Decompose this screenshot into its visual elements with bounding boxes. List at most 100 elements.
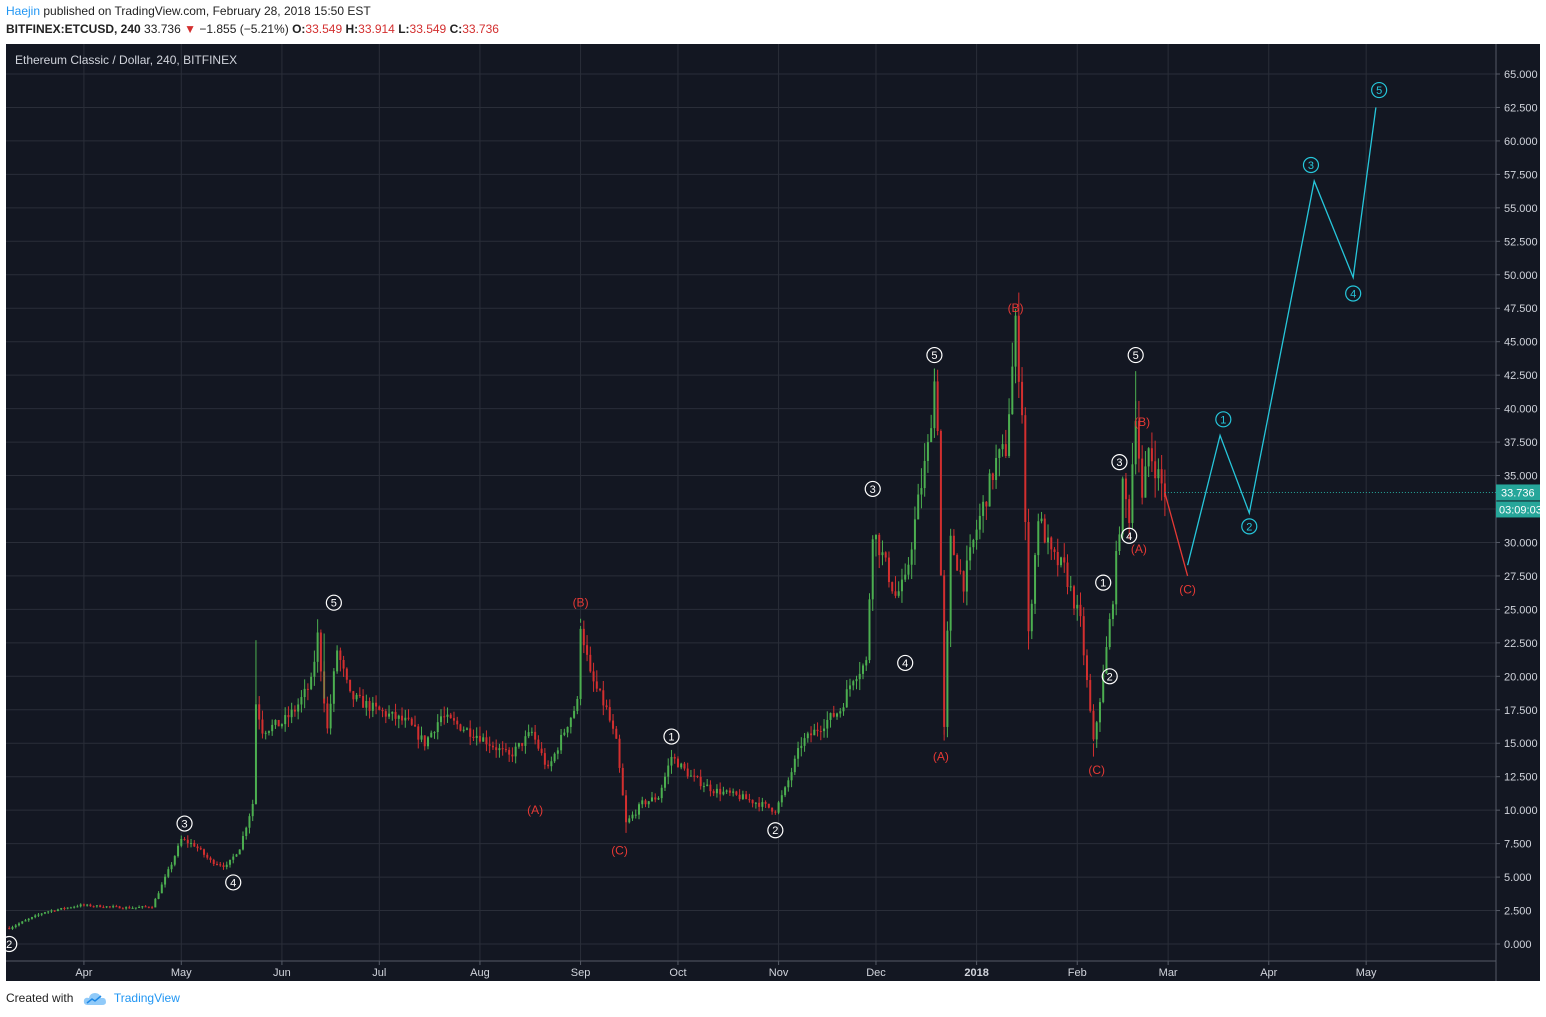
price-tick-label: 52.500	[1504, 236, 1538, 248]
candle-body	[332, 671, 335, 704]
candle-body	[339, 650, 342, 660]
candle-body	[154, 898, 157, 908]
candle-body	[806, 733, 809, 739]
candle-body	[465, 728, 468, 730]
wave-label-impulse: 4	[1350, 289, 1356, 301]
candle-body	[388, 713, 391, 717]
tradingview-link[interactable]: TradingView	[113, 991, 180, 1005]
candle-body	[1021, 381, 1024, 416]
time-tick-label: Oct	[669, 967, 686, 979]
candle-body	[27, 918, 30, 921]
candle-body	[300, 697, 303, 705]
candle-body	[397, 715, 400, 719]
chart-area[interactable]: 2 3 4 5 (A) (B) (C) 1 2 3 4 5 (A) (B) (C) 1 2 3 4 5 (B) (A) (C…	[6, 44, 1540, 981]
wave-label-circle	[176, 815, 193, 832]
candle-body	[491, 745, 494, 748]
candle-body	[469, 728, 472, 737]
candle-body	[238, 849, 241, 855]
candle-body	[826, 719, 829, 729]
candle-body	[17, 923, 20, 926]
candle-body	[495, 747, 498, 751]
candle-body	[34, 915, 37, 918]
candle-body	[40, 913, 43, 915]
candle-body	[180, 838, 183, 846]
candle-body	[647, 801, 650, 805]
price-tick-label: 40.000	[1504, 404, 1538, 416]
candle-body	[63, 908, 66, 910]
candle-body	[423, 735, 426, 747]
candle-body	[803, 738, 806, 746]
candle-body	[517, 743, 520, 747]
candle-body	[524, 736, 527, 746]
price-tick-label: 37.500	[1504, 437, 1538, 449]
candle-body	[216, 864, 219, 866]
price-tick-label: 2.500	[1504, 906, 1532, 918]
candle-body	[131, 907, 134, 909]
author-link[interactable]: Haejin	[6, 4, 41, 18]
candle-body	[319, 632, 322, 672]
candle-body	[631, 814, 634, 819]
candle-body	[855, 679, 858, 682]
candle-body	[618, 738, 621, 768]
candle-body	[310, 676, 313, 690]
candle-body	[1011, 366, 1014, 415]
candle-body	[936, 381, 939, 432]
candle-body	[829, 713, 832, 720]
candle-body	[378, 706, 381, 710]
price-tick-label: 62.500	[1504, 102, 1538, 114]
candle-body	[832, 713, 835, 717]
candle-body	[839, 711, 842, 714]
candle-body	[1008, 414, 1011, 457]
candle-body	[1050, 537, 1053, 550]
candle-body	[313, 661, 316, 677]
price-tick-label: 65.000	[1504, 69, 1538, 81]
candle-body	[141, 906, 144, 908]
candle-body	[1076, 604, 1079, 609]
time-axis-ticks[interactable]: Apr May Jun Jul Aug Sep Oct Nov Dec 2018 Feb Mar Apr…	[75, 961, 1377, 979]
candle-body	[1147, 448, 1150, 467]
time-tick-label: Apr	[1260, 967, 1277, 979]
candle-body	[547, 764, 550, 767]
price-tick-label: 42.500	[1504, 370, 1538, 382]
candle-body	[615, 728, 618, 739]
candle-body	[498, 748, 501, 751]
candle-body	[836, 713, 839, 717]
publish-text: published on TradingView.com, February 2…	[43, 4, 371, 18]
candle-body	[913, 519, 916, 550]
last-price-box	[1496, 484, 1540, 501]
price-chart[interactable]: 2 3 4 5 (A) (B) (C) 1 2 3 4 5 (A) (B) (C) 1 2 3 4 5 (B) (A) (C…	[6, 44, 1540, 981]
candle-body	[537, 739, 540, 749]
wave-label-impulse: 2	[772, 825, 778, 837]
price-tick-label: 60.000	[1504, 136, 1538, 148]
wave-label-impulse: 3	[1116, 457, 1122, 469]
time-tick-label: May	[1356, 967, 1377, 979]
candle-body	[878, 534, 881, 556]
time-tick-label: Sep	[571, 967, 591, 979]
time-tick-label: May	[171, 967, 192, 979]
candle-body	[767, 803, 770, 808]
candle-body	[1160, 469, 1163, 484]
candle-body	[1131, 464, 1134, 523]
candle-body	[1121, 478, 1124, 535]
price-tick-label: 15.000	[1504, 738, 1538, 750]
candle-body	[264, 732, 267, 734]
candle-body	[355, 694, 358, 700]
price-tick-label: 17.500	[1504, 705, 1538, 717]
candle-body	[1063, 557, 1066, 563]
candle-body	[306, 688, 309, 690]
candle-body	[89, 904, 92, 907]
candle-body	[634, 814, 637, 816]
candle-body	[722, 791, 725, 795]
candle-body	[1163, 483, 1166, 497]
candle-body	[1024, 415, 1027, 523]
wave-label-circle	[225, 874, 242, 891]
wave-label-impulse: 1	[1100, 578, 1106, 590]
candle-body	[1004, 444, 1007, 457]
time-tick-label: Jul	[372, 967, 386, 979]
candle-body	[14, 925, 17, 928]
wave-label-impulse: 4	[902, 658, 908, 670]
candle-body	[693, 775, 696, 777]
time-tick-label: Apr	[75, 967, 92, 979]
projection-paths	[1164, 107, 1377, 577]
candle-body	[436, 722, 439, 733]
